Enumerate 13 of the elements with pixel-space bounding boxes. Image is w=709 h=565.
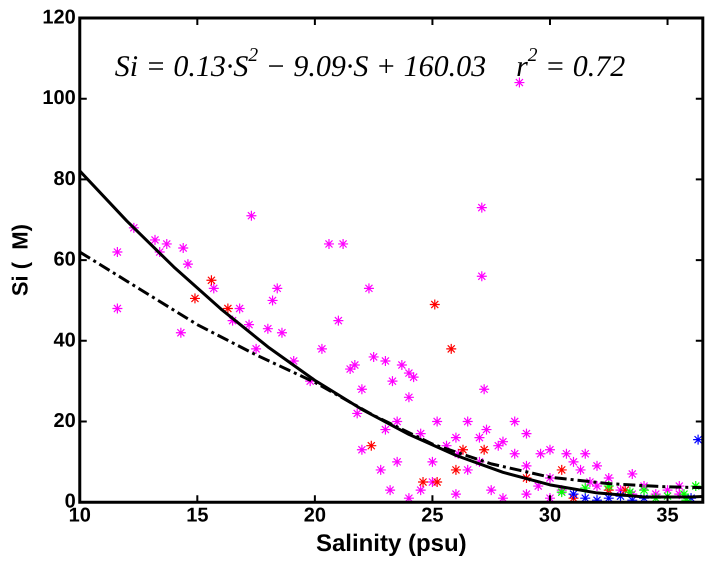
x-tick-label: 25	[421, 504, 444, 527]
y-tick-label: 100	[42, 87, 76, 110]
y-tick-label: 80	[54, 168, 76, 190]
x-axis-title: Salinity (psu)	[316, 530, 467, 558]
x-tick-label: 20	[304, 504, 326, 527]
x-tick-label: 35	[656, 504, 679, 527]
x-tick-label: 15	[186, 504, 208, 527]
y-tick-label: 120	[42, 6, 76, 29]
y-tick-label: 40	[54, 329, 76, 352]
x-tick-label: 30	[538, 504, 562, 527]
y-tick-label: 60	[54, 248, 76, 271]
y-axis-title: Si ( M)	[7, 224, 32, 296]
y-tick-label: 20	[54, 410, 76, 432]
